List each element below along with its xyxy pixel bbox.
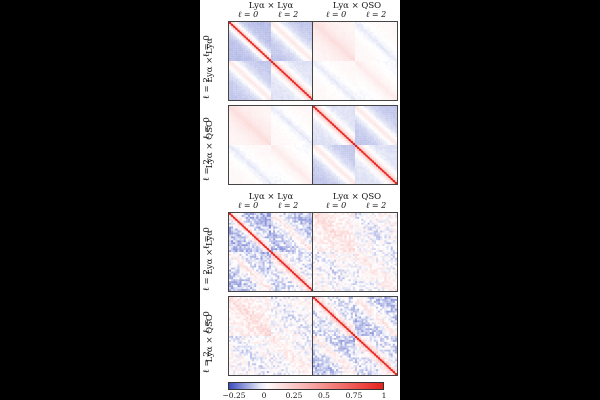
diagonal xyxy=(313,297,397,375)
top-row1-ell0: ℓ = 0 xyxy=(201,35,212,58)
top-row2-ell0: ℓ = 0 xyxy=(201,117,212,140)
bottom-row2-ell0: ℓ = 0 xyxy=(201,311,212,334)
bottom-row2-ell2: ℓ = 2 xyxy=(201,351,212,374)
colorbar-tick-label: −0.25 xyxy=(222,391,246,400)
colorbar-tick-label: 0 xyxy=(261,391,267,400)
diagonal xyxy=(313,106,397,184)
bottom-col2-ell2: ℓ = 2 xyxy=(366,201,387,210)
top-col2-ell0: ℓ = 0 xyxy=(326,10,347,19)
top-row2-ell2: ℓ = 2 xyxy=(201,159,212,182)
bottom-panel-lya-lya xyxy=(228,212,314,292)
bottom-row1-ell0: ℓ = 0 xyxy=(201,227,212,250)
bottom-col-title-1: Lyα × Lyα xyxy=(248,192,294,202)
top-row1-ell2: ℓ = 2 xyxy=(201,77,212,100)
top-panel-lya-qso-cross xyxy=(312,21,398,101)
top-panel-qso-lya-cross xyxy=(228,105,314,185)
top-col-title-1: Lyα × Lyα xyxy=(248,1,294,11)
colorbar-tick-label: 0.25 xyxy=(285,391,303,400)
colorbar xyxy=(228,382,384,390)
bottom-col2-ell0: ℓ = 0 xyxy=(326,201,347,210)
colorbar-tick-label: 1 xyxy=(381,391,387,400)
bottom-panel-qso-qso xyxy=(312,296,398,376)
top-panel-qso-qso xyxy=(312,105,398,185)
diagonal xyxy=(229,22,313,100)
bottom-col1-ell0: ℓ = 0 xyxy=(238,201,259,210)
bottom-panel-qso-lya-cross xyxy=(228,296,314,376)
top-col1-ell2: ℓ = 2 xyxy=(278,10,299,19)
correlation-figure: Lyα × Lyα Lyα × QSO ℓ = 0 ℓ = 2 ℓ = 0 ℓ … xyxy=(200,0,400,400)
bottom-col-title-2: Lyα × QSO xyxy=(332,192,382,202)
top-col-title-2: Lyα × QSO xyxy=(332,1,382,11)
colorbar-tick-label: 0.75 xyxy=(345,391,363,400)
top-col2-ell2: ℓ = 2 xyxy=(366,10,387,19)
top-col1-ell0: ℓ = 0 xyxy=(238,10,259,19)
top-panel-lya-lya xyxy=(228,21,314,101)
bottom-row1-ell2: ℓ = 2 xyxy=(201,269,212,292)
bottom-panel-lya-qso-cross xyxy=(312,212,398,292)
colorbar-tick-label: 0.5 xyxy=(318,391,330,400)
bottom-col1-ell2: ℓ = 2 xyxy=(278,201,299,210)
diagonal xyxy=(229,213,313,291)
